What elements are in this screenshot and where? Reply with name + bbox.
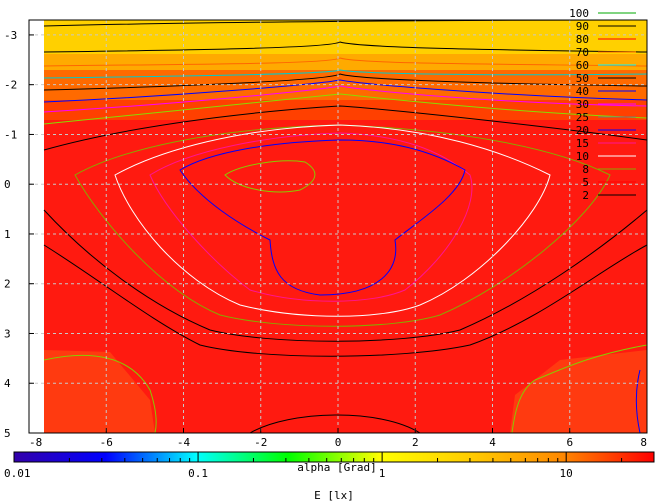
heatmap-band-yellow xyxy=(44,20,647,54)
contour-60 xyxy=(43,69,648,79)
legend-label: 5 xyxy=(582,176,589,189)
contour-8-outer xyxy=(74,124,611,327)
legend-label: 2 xyxy=(582,189,589,202)
contour-right-edge xyxy=(635,369,641,434)
x-tick-label: -6 xyxy=(100,436,113,449)
x-tick-label: 0 xyxy=(335,436,342,449)
x-tick-label: 4 xyxy=(489,436,496,449)
x-axis-title: alpha [Grad] xyxy=(297,461,376,474)
legend-label: 70 xyxy=(576,46,589,59)
legend-label: 15 xyxy=(576,137,589,150)
y-tick-label: 3 xyxy=(4,327,11,340)
y-tick-label: 1 xyxy=(4,228,11,241)
contour-50 xyxy=(43,73,648,91)
y-tick-label: -3 xyxy=(4,29,17,42)
contour-bottom-arc xyxy=(249,414,421,434)
x-tick-label: -2 xyxy=(254,436,267,449)
contour-70-top xyxy=(43,57,648,67)
colorbar-tick-label: 1 xyxy=(379,467,386,480)
legend-label: 8 xyxy=(582,163,589,176)
contour-10-outer xyxy=(114,124,551,317)
contour-25-inner xyxy=(224,160,316,193)
y-tick-label: 0 xyxy=(4,178,11,191)
colorbar-tick-label: 0.1 xyxy=(188,467,208,480)
legend-label: 60 xyxy=(576,59,589,72)
colorbar-ticks: 0.01 0.1 1 10 xyxy=(4,452,655,480)
contour-2-left xyxy=(43,355,157,434)
legend-label: 50 xyxy=(576,72,589,85)
heatmap-band-orange-red xyxy=(44,100,647,120)
colorbar-tick-label: 0.01 xyxy=(4,467,31,480)
legend-label: 20 xyxy=(576,124,589,137)
y-tick-label: -1 xyxy=(4,128,17,141)
contour-80-top xyxy=(43,41,648,53)
x-tick-label: 2 xyxy=(412,436,419,449)
x-tick-labels: -8 -6 -4 -2 0 2 4 6 8 xyxy=(28,428,648,449)
y-tick-labels: -3 -2 -1 0 1 2 3 4 5 xyxy=(4,29,34,440)
x-tick-label: -8 xyxy=(29,436,42,449)
contour-25 xyxy=(43,93,648,125)
y-tick-label: 4 xyxy=(4,377,11,390)
contour-5-outer xyxy=(43,209,648,342)
contour-2-right xyxy=(511,344,648,434)
x-tick-label: 6 xyxy=(566,436,573,449)
colorbar-title: E [lx] xyxy=(314,489,354,502)
heatmap-patch-bottom-left xyxy=(44,350,155,433)
y-tick-label: -2 xyxy=(4,79,17,92)
legend-label: 40 xyxy=(576,85,589,98)
colorbar-tick-label: 10 xyxy=(560,467,573,480)
legend-label: 100 xyxy=(569,7,589,20)
contour-20-outer xyxy=(43,105,648,151)
contour-15-outer xyxy=(149,132,473,302)
contour-40 xyxy=(43,79,648,103)
heatmap-band-orange xyxy=(44,54,647,70)
legend-label: 30 xyxy=(576,98,589,111)
legend-label: 80 xyxy=(576,33,589,46)
legend-label: 90 xyxy=(576,20,589,33)
legend-label: 25 xyxy=(576,111,589,124)
y-tick-label: 2 xyxy=(4,278,11,291)
contour-2-outer xyxy=(43,244,648,357)
x-tick-label: -4 xyxy=(177,436,191,449)
contour-20-inner xyxy=(179,139,466,296)
legend-label: 10 xyxy=(576,150,589,163)
x-tick-label: 8 xyxy=(640,436,647,449)
contour-30 xyxy=(43,85,648,113)
grid xyxy=(29,20,647,433)
heatmap-patch-bottom-right xyxy=(510,350,647,433)
colorbar: 0.01 0.1 1 10 xyxy=(4,451,655,480)
y-tick-label: 5 xyxy=(4,427,11,440)
